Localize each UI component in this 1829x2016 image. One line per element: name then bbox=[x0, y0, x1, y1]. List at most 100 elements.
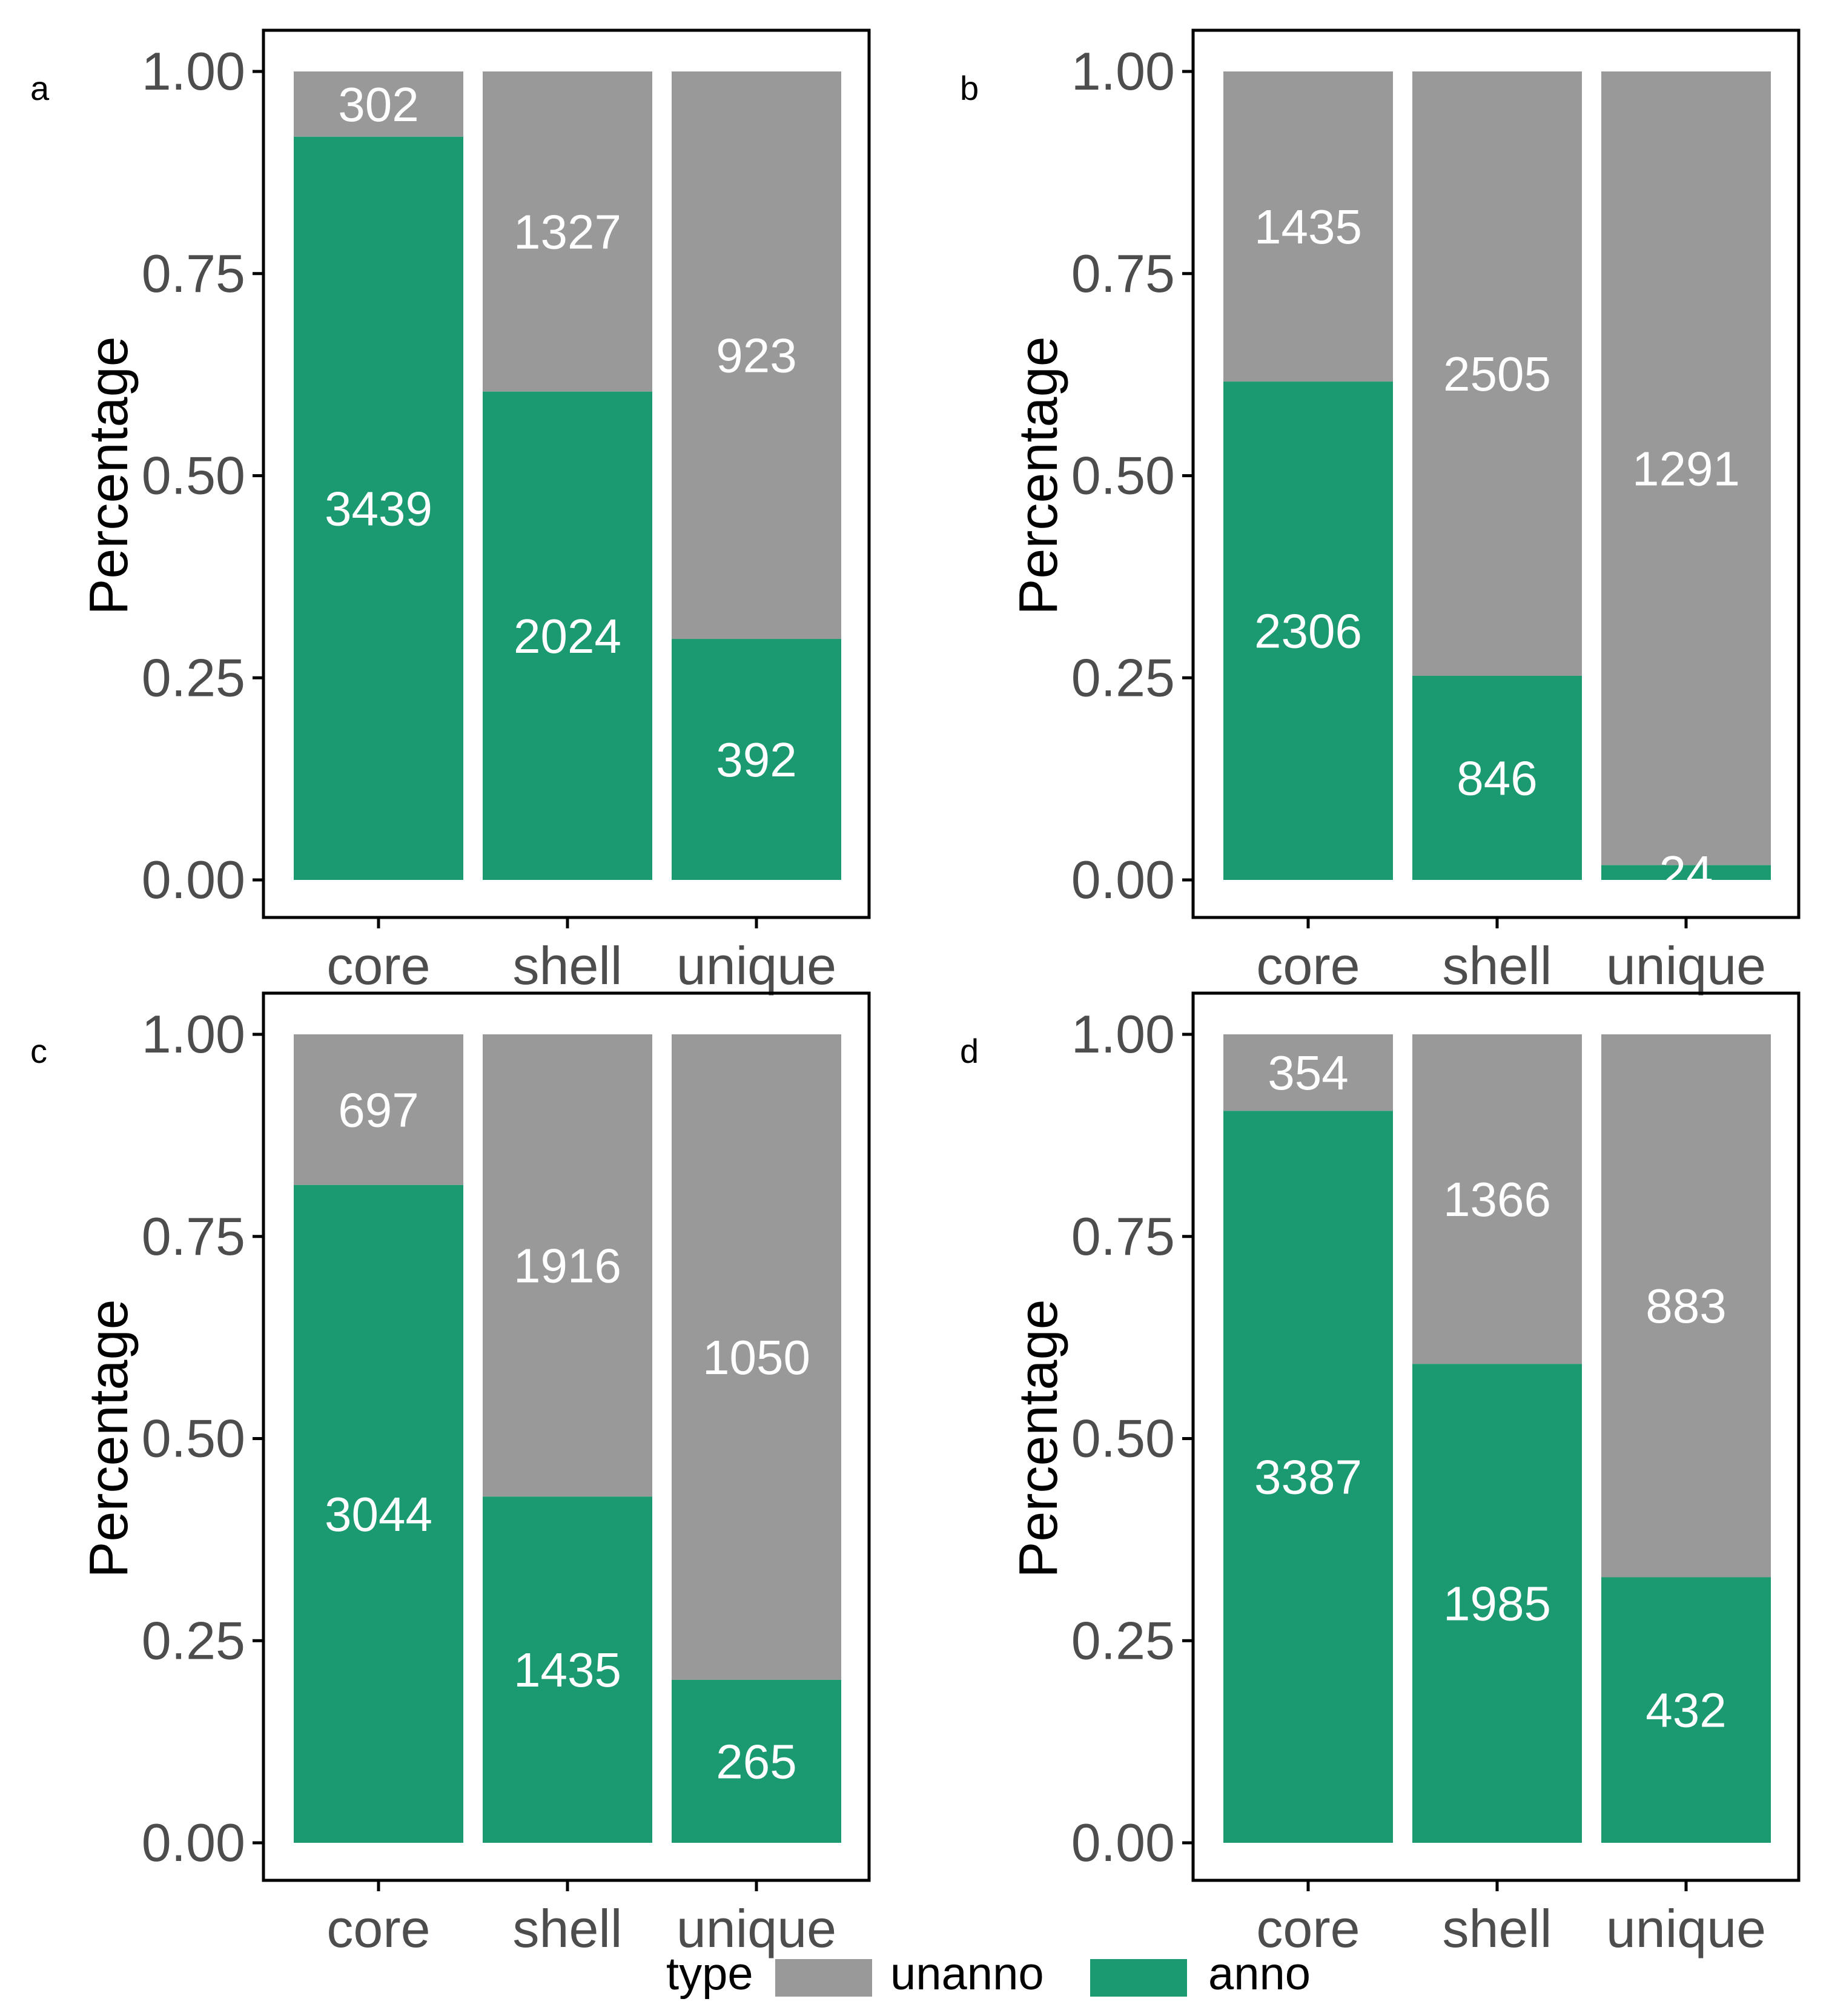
data-label-shell-unanno: 2505 bbox=[1443, 347, 1551, 401]
data-label-shell-anno: 1435 bbox=[514, 1643, 621, 1697]
x-tick-label-shell: shell bbox=[513, 1899, 623, 1958]
data-label-unique-anno: 432 bbox=[1645, 1684, 1726, 1737]
data-label-core-anno: 2306 bbox=[1254, 604, 1362, 658]
bar-unique-anno bbox=[672, 1679, 841, 1843]
bar-shell-anno bbox=[1412, 675, 1582, 880]
bar-shell-unanno bbox=[483, 71, 652, 392]
legend: type unanno anno bbox=[666, 1948, 1311, 2000]
y-tick-label: 0.50 bbox=[142, 1409, 245, 1469]
panel-label-b: b bbox=[960, 69, 979, 107]
y-tick-label: 0.25 bbox=[142, 1610, 245, 1670]
panel-border bbox=[1191, 28, 1801, 919]
legend-swatch-anno bbox=[1090, 1959, 1187, 1997]
x-tick-label-unique: unique bbox=[1606, 936, 1766, 996]
bar-core-unanno bbox=[1223, 71, 1393, 382]
data-label-core-unanno: 302 bbox=[338, 78, 418, 131]
bar-unique-anno bbox=[1601, 865, 1771, 880]
data-label-core-anno: 3044 bbox=[325, 1487, 432, 1541]
panel-label-c: c bbox=[30, 1032, 47, 1070]
bar-unique-anno bbox=[672, 639, 841, 880]
panel-border bbox=[262, 991, 871, 1882]
bar-shell-unanno bbox=[483, 1034, 652, 1497]
x-tick-label-shell: shell bbox=[1443, 1899, 1552, 1958]
data-label-core-unanno: 354 bbox=[1268, 1046, 1348, 1100]
x-tick-label-core: core bbox=[1256, 1899, 1360, 1958]
data-label-shell-anno: 1985 bbox=[1443, 1577, 1551, 1631]
panel-b: b Percentage 0.00 0.25 0.50 0.75 1.00 1435 2306 c… bbox=[960, 28, 1801, 996]
y-tick-label: 1.00 bbox=[142, 41, 245, 101]
bar-core-unanno bbox=[294, 1034, 463, 1185]
x-tick-label-core: core bbox=[1256, 936, 1360, 996]
bar-shell-unanno bbox=[1412, 1034, 1582, 1364]
data-label-shell-unanno: 1366 bbox=[1443, 1172, 1551, 1226]
bar-core-unanno bbox=[1223, 1034, 1393, 1111]
x-tick-label-unique: unique bbox=[676, 936, 836, 996]
bar-core-anno bbox=[1223, 382, 1393, 880]
bar-shell-anno bbox=[483, 391, 652, 880]
panel-c: c Percentage 0.00 0.25 0.50 0.75 1.00 697 3044 co… bbox=[30, 991, 871, 1958]
legend-label-anno: anno bbox=[1208, 1948, 1311, 2000]
data-label-unique-anno: 392 bbox=[716, 733, 796, 787]
data-label-shell-anno: 2024 bbox=[514, 609, 621, 663]
panel-d: d Percentage 0.00 0.25 0.50 0.75 1.00 354 3387 co… bbox=[960, 991, 1801, 1958]
y-tick-label: 1.00 bbox=[1071, 41, 1175, 101]
y-tick-label: 0.50 bbox=[142, 446, 245, 506]
legend-swatch-unanno bbox=[775, 1959, 872, 1997]
data-label-core-unanno: 697 bbox=[338, 1083, 418, 1137]
y-tick-label: 0.25 bbox=[142, 647, 245, 707]
bar-unique-anno bbox=[1601, 1577, 1771, 1843]
x-tick-label-core: core bbox=[326, 936, 430, 996]
y-tick-label: 0.75 bbox=[142, 1206, 245, 1266]
y-axis-title: Percentage bbox=[1008, 1299, 1069, 1578]
data-label-unique-unanno: 923 bbox=[716, 329, 796, 383]
x-tick-label-unique: unique bbox=[1606, 1899, 1766, 1958]
bar-core-anno bbox=[1223, 1111, 1393, 1843]
bar-core-anno bbox=[294, 136, 463, 881]
y-tick-label: 1.00 bbox=[1071, 1004, 1175, 1064]
bar-core-unanno bbox=[294, 71, 463, 137]
y-axis-title: Percentage bbox=[1008, 336, 1069, 615]
panel-label-d: d bbox=[960, 1032, 979, 1070]
y-tick-label: 0.75 bbox=[1071, 1206, 1175, 1266]
x-tick-label-shell: shell bbox=[1443, 936, 1552, 996]
legend-title: type bbox=[666, 1948, 753, 2000]
x-tick-label-core: core bbox=[326, 1899, 430, 1958]
y-tick-label: 1.00 bbox=[142, 1004, 245, 1064]
y-axis-title: Percentage bbox=[79, 336, 139, 615]
y-tick-label: 0.00 bbox=[142, 850, 245, 910]
bar-shell-anno bbox=[483, 1496, 652, 1843]
panel-border bbox=[1191, 991, 1801, 1882]
bar-core-anno bbox=[294, 1185, 463, 1843]
bar-unique-unanno bbox=[672, 71, 841, 640]
data-label-unique-anno: 265 bbox=[716, 1734, 796, 1788]
y-tick-label: 0.50 bbox=[1071, 1409, 1175, 1469]
data-label-core-anno: 3387 bbox=[1254, 1450, 1362, 1504]
data-label-unique-unanno: 883 bbox=[1645, 1279, 1726, 1333]
y-axis-title: Percentage bbox=[79, 1299, 139, 1578]
x-tick-label-shell: shell bbox=[513, 936, 623, 996]
y-tick-label: 0.00 bbox=[1071, 850, 1175, 910]
data-label-core-unanno: 1435 bbox=[1254, 200, 1362, 254]
data-label-unique-unanno: 1050 bbox=[703, 1330, 810, 1384]
y-tick-label: 0.25 bbox=[1071, 1610, 1175, 1670]
panel-label-a: a bbox=[30, 69, 50, 107]
bar-unique-unanno bbox=[672, 1034, 841, 1680]
x-tick-label-unique: unique bbox=[676, 1899, 836, 1958]
bar-unique-unanno bbox=[1601, 71, 1771, 865]
data-label-shell-unanno: 1327 bbox=[514, 205, 621, 259]
bar-shell-unanno bbox=[1412, 71, 1582, 676]
bar-unique-unanno bbox=[1601, 1034, 1771, 1578]
y-tick-label: 0.75 bbox=[142, 243, 245, 303]
panel-a: a Percentage 0.00 0.25 0.50 0.75 1.00 302 3439 co… bbox=[30, 28, 871, 996]
data-label-unique-unanno: 1291 bbox=[1632, 441, 1740, 495]
bar-shell-anno bbox=[1412, 1364, 1582, 1843]
legend-label-unanno: unanno bbox=[890, 1948, 1044, 2000]
y-tick-label: 0.50 bbox=[1071, 446, 1175, 506]
panel-border bbox=[262, 28, 871, 919]
data-label-unique-anno: 24 bbox=[1659, 846, 1713, 900]
y-tick-label: 0.75 bbox=[1071, 243, 1175, 303]
data-label-shell-unanno: 1916 bbox=[514, 1239, 621, 1293]
y-tick-label: 0.00 bbox=[1071, 1813, 1175, 1872]
y-tick-label: 0.25 bbox=[1071, 647, 1175, 707]
